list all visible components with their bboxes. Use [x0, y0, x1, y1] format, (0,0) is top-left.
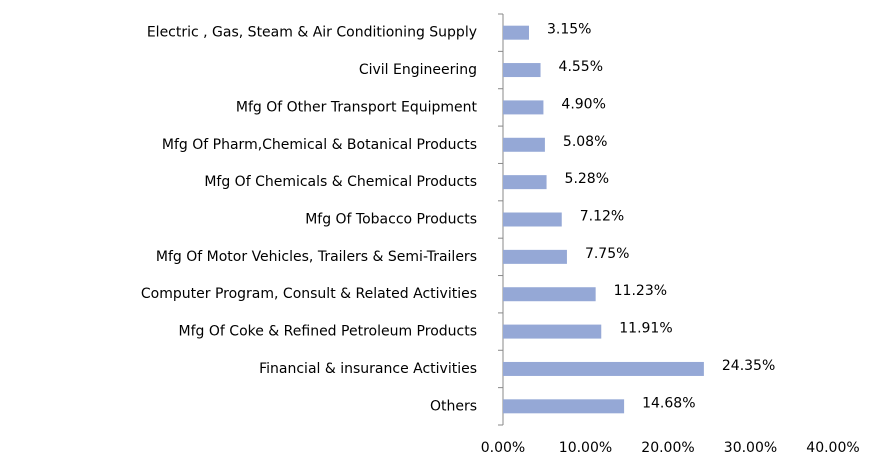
value-label: 4.55% — [559, 59, 603, 75]
bar — [503, 137, 545, 152]
bar — [503, 249, 567, 264]
y-tick-label: Mfg Of Chemicals & Chemical Products — [204, 174, 477, 190]
y-tick-label: Mfg Of Tobacco Products — [305, 212, 477, 228]
value-label: 7.12% — [580, 209, 624, 225]
y-tick-label: Mfg Of Motor Vehicles, Trailers & Semi-T… — [156, 249, 477, 265]
bar — [503, 287, 596, 302]
y-tick-label: Mfg Of Coke & Refined Petroleum Products — [179, 324, 477, 340]
x-tick-label: 20.00% — [641, 440, 694, 456]
value-label: 24.35% — [722, 358, 775, 374]
y-tick-label: Electric , Gas, Steam & Air Conditioning… — [147, 25, 477, 41]
bar — [503, 212, 562, 227]
x-tick-label: 10.00% — [559, 440, 612, 456]
value-label: 4.90% — [561, 96, 605, 112]
bar — [503, 100, 544, 115]
value-label: 7.75% — [585, 246, 629, 262]
y-tick-label: Civil Engineering — [359, 62, 477, 78]
bar — [503, 399, 625, 414]
value-label: 11.91% — [619, 321, 672, 337]
x-tick-label: 30.00% — [724, 440, 777, 456]
value-label: 14.68% — [642, 395, 695, 411]
bar — [503, 63, 541, 78]
value-label: 3.15% — [547, 22, 591, 38]
bar — [503, 361, 704, 376]
x-tick-label: 40.00% — [806, 440, 859, 456]
bar — [503, 324, 602, 339]
y-tick-label: Computer Program, Consult & Related Acti… — [141, 286, 477, 302]
bar — [503, 175, 547, 190]
y-tick-label: Financial & insurance Activities — [259, 361, 477, 377]
y-tick-label: Mfg Of Pharm,Chemical & Botanical Produc… — [162, 137, 477, 153]
y-tick-label: Others — [430, 398, 477, 414]
value-label: 5.08% — [563, 134, 607, 150]
y-tick-label: Mfg Of Other Transport Equipment — [236, 99, 478, 115]
x-tick-label: 0.00% — [481, 440, 525, 456]
value-label: 11.23% — [614, 283, 667, 299]
value-label: 5.28% — [565, 171, 609, 187]
bar — [503, 25, 529, 40]
